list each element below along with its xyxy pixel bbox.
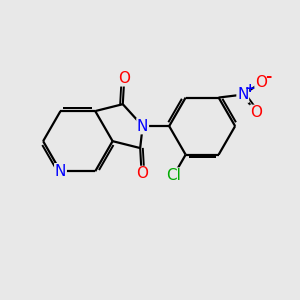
Text: O: O (118, 71, 130, 86)
Text: N: N (237, 87, 248, 102)
Text: N: N (55, 164, 66, 179)
Text: O: O (255, 75, 267, 90)
Text: O: O (250, 105, 262, 120)
Text: -: - (265, 70, 272, 85)
Text: N: N (137, 118, 148, 134)
Text: Cl: Cl (166, 168, 181, 183)
Text: O: O (136, 167, 148, 182)
Text: +: + (245, 82, 256, 94)
